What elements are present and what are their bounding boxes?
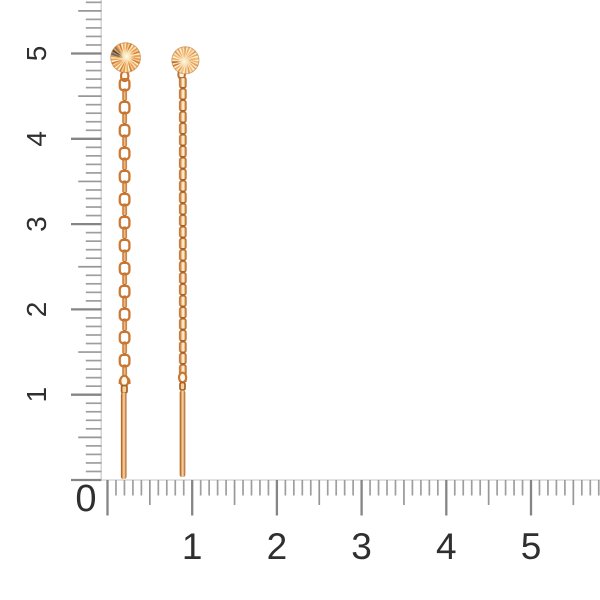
left-chain	[118, 78, 131, 384]
vertical-ruler-label-3: 3	[21, 216, 52, 232]
right-sunburst-stud-disc	[171, 46, 200, 75]
horizontal-ruler-label-5: 5	[521, 526, 542, 567]
right-threader-earring	[171, 46, 200, 477]
disc-center-glow	[177, 54, 192, 69]
horizontal-ruler-label-1: 1	[182, 526, 203, 567]
horizontal-ruler-ticks	[101, 479, 600, 516]
left-threader-bar	[120, 392, 127, 479]
ruler-origin-label: 0	[75, 478, 96, 520]
right-bar-top-loop	[179, 381, 186, 391]
left-bar-top-loop	[120, 384, 128, 394]
horizontal-ruler-label-2: 2	[267, 526, 288, 567]
vertical-ruler-label-4: 4	[21, 131, 52, 147]
right-chain-end-link	[177, 371, 188, 384]
left-sunburst-stud-disc	[110, 42, 141, 73]
vertical-ruler-ticks	[71, 0, 102, 482]
vertical-ruler-label-1: 1	[21, 387, 52, 403]
horizontal-ruler-label-4: 4	[436, 526, 457, 567]
disc-center-glow	[118, 48, 135, 65]
vertical-ruler-cm: 5 4 3 2 1	[21, 0, 102, 482]
left-threader-earring	[110, 42, 141, 479]
left-chain-end-link	[119, 374, 130, 388]
horizontal-ruler-label-3: 3	[351, 526, 372, 567]
horizontal-ruler-cm: 1 2 3 4 5	[101, 479, 600, 567]
right-chain	[178, 77, 187, 382]
right-threader-bar	[179, 390, 186, 477]
vertical-ruler-label-2: 2	[21, 302, 52, 318]
disc-rim	[110, 42, 141, 73]
disc-rim	[171, 46, 200, 75]
vertical-ruler-label-5: 5	[21, 46, 52, 62]
